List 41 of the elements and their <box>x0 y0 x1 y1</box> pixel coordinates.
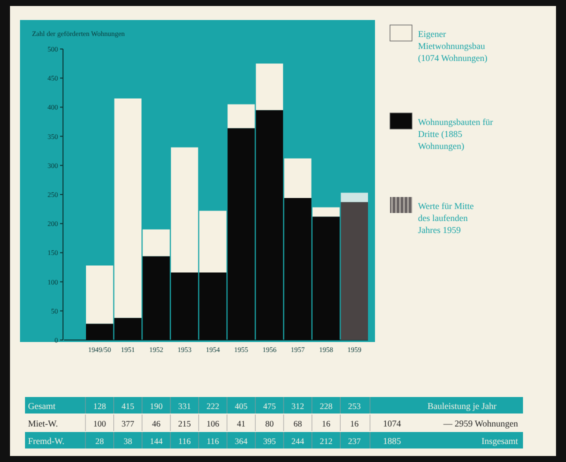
text: 190 <box>150 401 163 411</box>
text: 1885 <box>383 436 402 446</box>
data-label: 377 <box>122 418 134 428</box>
data-label: 80 <box>265 418 274 428</box>
data-label: 41 <box>236 418 246 428</box>
text: 222 <box>206 401 220 411</box>
text: 228 <box>320 401 332 411</box>
text: 405 <box>234 401 248 411</box>
text: 475 <box>263 401 276 411</box>
text: Gesamt <box>28 401 56 411</box>
data-label: 116 <box>206 436 220 446</box>
data-label: 68 <box>294 418 302 428</box>
data-label: 16 <box>322 418 330 428</box>
data-label: 144 <box>150 436 164 446</box>
data-label: 38 <box>124 436 132 446</box>
data-label: 106 <box>206 418 220 428</box>
legend-label: Eigener Mietwohnungsbau (1074 Wohnungen) <box>418 29 488 63</box>
text: 253 <box>348 401 361 411</box>
data-label: 28 <box>95 436 104 446</box>
data-label: 116 <box>178 436 191 446</box>
text: Bauleistung je Jahr <box>428 401 496 411</box>
text: — 2959 Wohnungen <box>442 418 518 428</box>
data-label: 212 <box>320 436 332 446</box>
text: Werte für Mitte des laufenden Jahres 1959 <box>418 201 474 235</box>
data-label: 364 <box>234 436 248 446</box>
data-label: 16 <box>350 418 359 428</box>
text: 331 <box>178 401 191 411</box>
data-label: 395 <box>263 436 276 446</box>
text: Insgesamt <box>482 436 518 446</box>
data-label: 100 <box>93 418 106 428</box>
text: Miet-W. <box>28 418 58 428</box>
data-label: 215 <box>178 418 191 428</box>
legend-label: Wohnungsbauten für Dritte (1885 Wohnungen) <box>418 117 494 151</box>
data-label: 237 <box>348 436 361 446</box>
text: 312 <box>291 401 304 411</box>
text: 128 <box>93 401 106 411</box>
data-label: 244 <box>291 436 305 446</box>
text: Fremd-W. <box>28 436 64 446</box>
text: 1074 <box>383 418 402 428</box>
text: 415 <box>122 401 134 411</box>
data-label: 46 <box>152 418 160 428</box>
